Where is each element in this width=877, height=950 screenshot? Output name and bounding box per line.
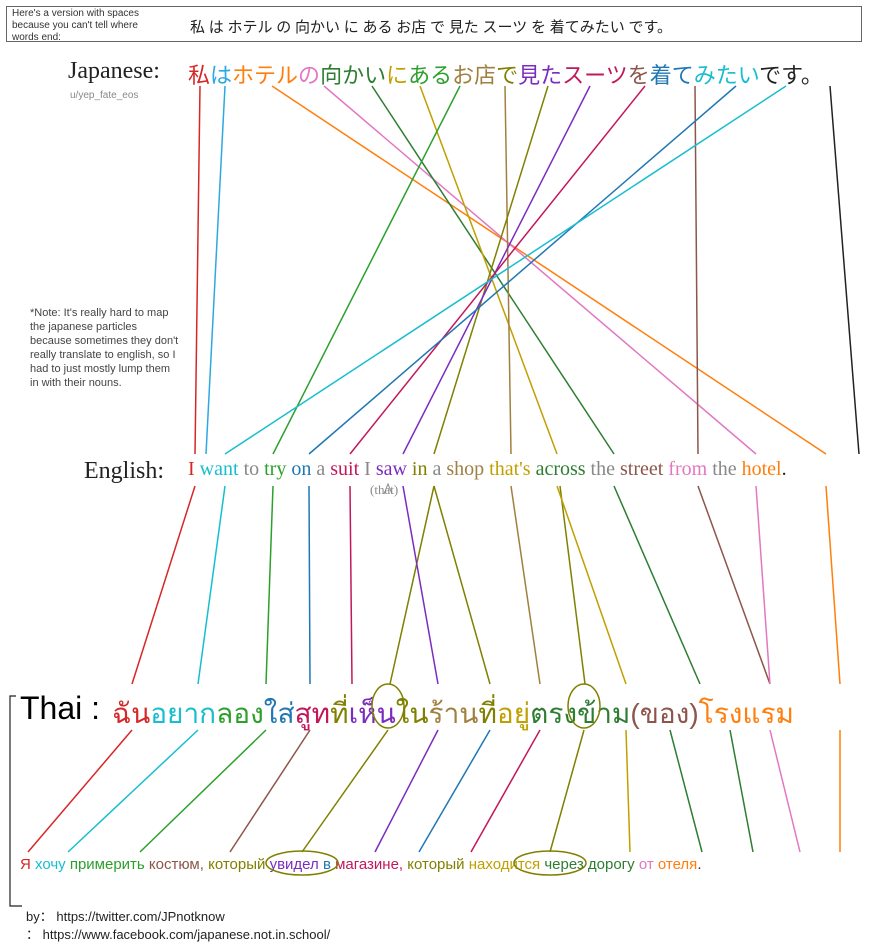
footer-url-2[interactable]: https://www.facebook.com/japanese.not.in… — [43, 927, 331, 942]
word-token: は — [210, 63, 232, 88]
label-english: English: — [84, 458, 164, 485]
word-token: отеля — [658, 856, 697, 873]
word-token: (ของ) — [630, 698, 698, 729]
word-token: от — [639, 856, 658, 873]
word-token: который — [208, 856, 269, 873]
word-token: the — [591, 458, 620, 480]
word-token: the — [712, 458, 741, 480]
word-token: в — [323, 856, 335, 873]
word-token: try — [264, 458, 291, 480]
word-token: ร้าน — [429, 698, 479, 729]
word-token: I — [364, 458, 376, 480]
word-token: увидел — [270, 856, 323, 873]
word-token: ตรง — [530, 698, 577, 729]
label-thai: Thai : — [20, 690, 100, 727]
word-token: に — [386, 63, 408, 88]
word-token: saw — [376, 458, 412, 480]
thai-sentence: ฉันอยากลองใส่สูทที่เห็นในร้านที่อยู่ตรงข… — [112, 692, 794, 736]
word-token: want — [200, 458, 244, 480]
header-spaced-sentence: 私 は ホテル の 向かい に ある お店 で 見た スーツ を 着てみたい で… — [190, 16, 672, 37]
word-token: ฉัน — [112, 698, 150, 729]
word-token: from — [668, 458, 712, 480]
word-token: ใน — [396, 698, 429, 729]
word-token: shop — [446, 458, 489, 480]
footer-credits: by： https://twitter.com/JPnotknow ： http… — [26, 908, 330, 944]
word-token: Я — [20, 856, 35, 873]
word-token: ลอง — [216, 698, 264, 729]
japanese-sentence: 私はホテルの向かいにあるお店で見たスーツを着てみたいです。 — [188, 58, 823, 90]
word-token: находится — [469, 856, 545, 873]
word-token: in — [412, 458, 433, 480]
word-token: ที่ — [478, 698, 496, 729]
word-token: через — [544, 856, 588, 873]
word-token: みたい — [694, 63, 759, 88]
word-token: хочу — [35, 856, 70, 873]
credit-username: u/yep_fate_eos — [70, 90, 138, 101]
word-token: to — [244, 458, 265, 480]
footer-url2-prefix: ： — [26, 927, 39, 942]
word-token: です。 — [759, 63, 823, 88]
word-token: a — [316, 458, 330, 480]
word-token: お店 — [452, 63, 496, 88]
word-token: магазине, — [335, 856, 407, 873]
word-token: スーツ — [562, 63, 628, 88]
word-token: อยาก — [150, 698, 216, 729]
russian-sentence: Я хочу примерить костюм, который увидел … — [20, 856, 701, 873]
footer-by-label: by： — [26, 909, 53, 924]
word-token: ホテル — [232, 63, 298, 88]
word-token: on — [291, 458, 316, 480]
word-token: 着て — [650, 63, 694, 88]
word-token: примерить — [70, 856, 149, 873]
word-token: 向かい — [320, 63, 386, 88]
word-token: I — [188, 458, 200, 480]
word-token: that's — [489, 458, 535, 480]
that-subscript: (that) — [370, 482, 398, 498]
word-token: hotel — [742, 458, 782, 480]
english-sentence: I want to try on a suit I saw in a shop … — [188, 458, 787, 481]
footer-url-1[interactable]: https://twitter.com/JPnotknow — [56, 909, 224, 924]
word-token: a — [432, 458, 446, 480]
word-token: で — [496, 63, 518, 88]
mapping-note: *Note: It's really hard to map the japan… — [30, 306, 180, 390]
word-token: ある — [408, 63, 452, 88]
word-token: を — [628, 63, 650, 88]
word-token: อยู่ — [497, 698, 530, 729]
word-token: 私 — [188, 63, 210, 88]
word-token: ที่ — [330, 698, 348, 729]
word-token: . — [697, 856, 701, 873]
word-token: 見た — [518, 63, 562, 88]
word-token: across — [536, 458, 591, 480]
word-token: ข้าม — [577, 698, 630, 729]
word-token: โรงแรม — [699, 698, 794, 729]
word-token: костюм, — [149, 856, 208, 873]
word-token: . — [782, 458, 787, 480]
word-token: suit — [330, 458, 364, 480]
word-token: の — [298, 63, 320, 88]
word-token: street — [620, 458, 668, 480]
label-japanese: Japanese: — [68, 58, 160, 85]
word-token: ใส่ — [264, 698, 295, 729]
header-caption: Here's a version with spaces because you… — [12, 8, 162, 44]
word-token: дорогу — [588, 856, 639, 873]
word-token: เห็น — [349, 698, 396, 729]
word-token: สูท — [295, 698, 331, 729]
word-token: который — [407, 856, 468, 873]
